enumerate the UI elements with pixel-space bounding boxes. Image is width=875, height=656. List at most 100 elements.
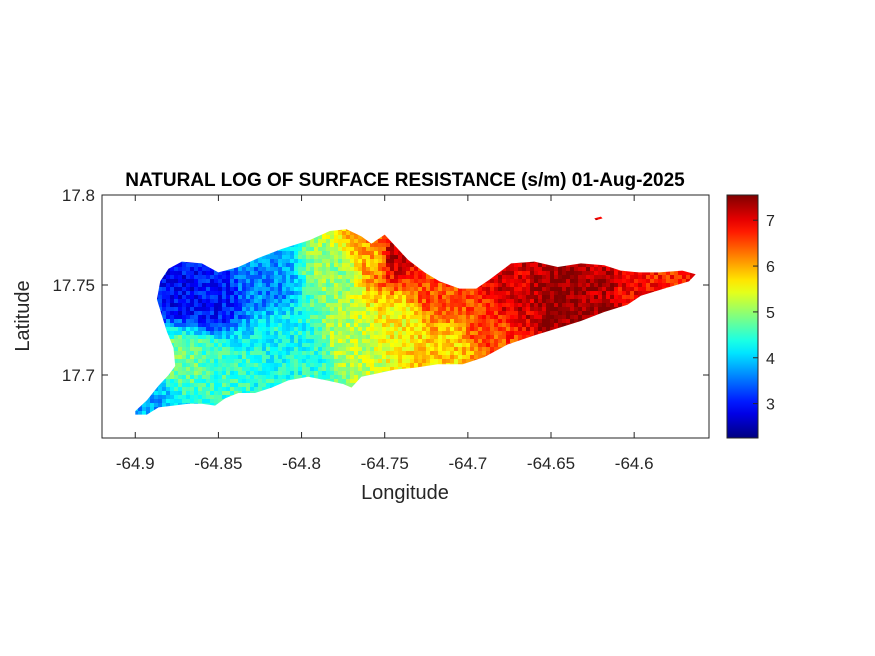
field-cell [306,367,310,371]
field-cell [342,267,346,271]
field-cell [290,371,294,375]
field-cell [230,355,234,359]
field-cell [314,327,318,331]
field-cell [338,295,342,299]
field-cell [266,279,270,283]
field-cell [222,283,226,287]
field-cell [354,379,358,383]
field-cell [362,327,366,331]
field-cell [274,335,278,339]
field-cell [342,351,346,355]
field-cell [294,271,298,275]
field-cell [258,315,262,319]
field-cell [370,331,374,335]
field-cell [346,367,350,371]
field-cell [226,375,230,379]
field-cell [330,251,334,255]
field-cell [358,335,362,339]
field-cell [206,279,210,283]
field-cell [146,403,150,407]
field-cell [310,311,314,315]
field-cell [390,283,394,287]
field-cell [254,379,258,383]
field-cell [354,347,358,351]
field-cell [286,255,290,259]
field-cell [135,411,138,415]
field-cell [226,395,230,399]
field-cell [302,271,306,275]
field-cell [330,303,334,307]
field-cell [350,375,354,379]
field-cell [218,335,222,339]
field-cell [370,279,374,283]
field-cell [358,331,362,335]
field-cell [306,355,310,359]
field-cell [418,347,422,351]
field-cell [414,279,418,283]
field-cell [194,351,198,355]
field-cell [326,231,330,235]
field-cell [178,343,182,347]
field-cell [318,303,322,307]
field-cell [378,275,382,279]
field-cell [222,303,226,307]
field-cell [154,399,158,403]
field-cell [230,295,234,299]
field-cell [330,243,334,247]
field-cell [218,295,222,299]
field-cell [210,399,214,403]
field-cell [198,335,202,339]
field-cell [358,247,362,251]
field-cell [326,283,330,287]
field-cell [250,387,254,391]
field-cell [390,335,394,339]
field-cell [358,319,362,323]
field-cell [194,315,198,319]
field-cell [362,271,366,275]
field-cell [178,311,182,315]
field-cell [238,319,242,323]
field-cell [362,307,366,311]
field-cell [330,343,334,347]
field-cell [338,243,342,247]
field-cell [142,407,146,411]
field-cell [194,323,198,327]
field-cell [234,335,238,339]
field-cell [318,267,322,271]
field-cell [258,307,262,311]
field-cell [426,295,430,299]
field-cell [266,383,270,387]
field-cell [318,323,322,327]
field-cell [350,235,354,239]
field-cell [218,359,222,363]
field-cell [294,303,298,307]
field-cell [298,339,302,343]
field-cell [234,387,238,391]
field-cell [274,343,278,347]
field-cell [262,303,266,307]
field-cell [274,375,278,379]
field-cell [362,283,366,287]
field-cell [210,331,214,335]
field-cell [346,247,350,251]
field-cell [166,271,170,275]
field-cell [398,359,402,363]
field-cell [218,299,222,303]
field-cell [374,343,378,347]
field-cell [386,351,390,355]
field-cell [294,295,298,299]
field-cell [218,355,222,359]
field-cell [358,295,362,299]
field-cell [374,327,378,331]
field-cell [362,323,366,327]
field-cell [266,343,270,347]
field-cell [182,323,186,327]
field-cell [318,359,322,363]
field-cell [162,383,166,387]
field-cell [322,347,326,351]
field-cell [162,387,166,391]
field-cell [298,319,302,323]
field-cell [230,291,234,295]
field-cell [410,283,414,287]
field-cell [422,343,426,347]
